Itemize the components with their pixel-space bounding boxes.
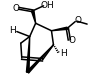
Polygon shape (51, 27, 68, 31)
Polygon shape (27, 45, 53, 73)
Polygon shape (31, 11, 36, 23)
Polygon shape (26, 37, 30, 72)
Text: H: H (10, 26, 16, 35)
Text: O: O (13, 4, 20, 13)
Text: OH: OH (41, 1, 54, 10)
Text: H: H (60, 49, 67, 58)
Text: O: O (74, 16, 81, 25)
Text: O: O (69, 36, 76, 45)
